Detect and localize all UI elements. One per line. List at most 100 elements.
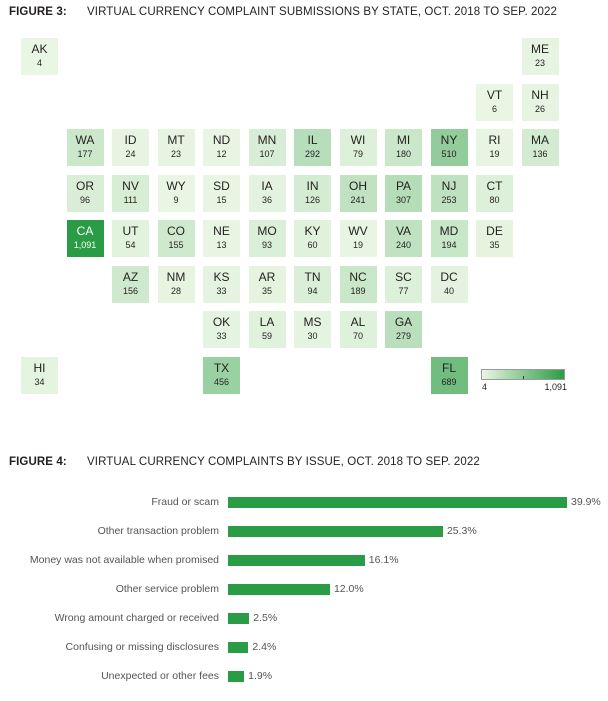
- state-abbr: TX: [213, 360, 230, 375]
- state-abbr: IA: [261, 178, 273, 193]
- state-abbr: IL: [307, 133, 318, 147]
- state-value: 12: [216, 149, 227, 159]
- state-abbr: WI: [350, 133, 366, 147]
- bar-value-label: 39.9%: [571, 496, 601, 508]
- state-tile-wy: WY 9: [157, 174, 195, 212]
- state-abbr: NM: [166, 269, 186, 284]
- state-abbr: OK: [212, 315, 231, 329]
- bar-category-label: Unexpected or other fees: [101, 670, 219, 682]
- state-value: 194: [441, 240, 457, 250]
- state-tile-mi: MI 180: [385, 129, 422, 166]
- state-value: 70: [352, 331, 363, 341]
- state-value: 93: [261, 240, 272, 250]
- state-value: 35: [261, 285, 272, 296]
- state-value: 19: [489, 149, 500, 159]
- state-abbr: RI: [488, 133, 501, 147]
- figure-4-title: FIGURE 4: VIRTUAL CURRENCY COMPLAINTS BY …: [9, 456, 480, 468]
- state-abbr: AZ: [122, 269, 139, 284]
- bar: [228, 613, 250, 624]
- state-tile-dc: DC 40: [430, 265, 468, 303]
- state-value: 189: [350, 285, 366, 296]
- state-tile-ma: MA 136: [521, 129, 559, 166]
- state-abbr: MI: [396, 133, 411, 147]
- state-tile-tx: TX 456: [203, 356, 240, 394]
- state-tile-tn: TN 94: [294, 265, 331, 303]
- figure-4-number: FIGURE 4:: [9, 456, 67, 468]
- state-value: 96: [79, 194, 90, 205]
- state-tile-ak: AK 4: [21, 38, 58, 75]
- state-tile-mo: MO 93: [248, 220, 286, 257]
- bar-value-label: 25.3%: [446, 525, 477, 537]
- state-abbr: OH: [349, 178, 367, 193]
- bar-value-label: 12.0%: [333, 583, 364, 595]
- bar: [228, 555, 365, 566]
- state-abbr: DE: [486, 224, 503, 238]
- state-value: 279: [395, 331, 412, 341]
- state-abbr: IN: [306, 178, 319, 193]
- figure-4-heading: VIRTUAL CURRENCY COMPLAINTS BY ISSUE, OC…: [87, 456, 480, 468]
- state-abbr: FL: [441, 360, 456, 375]
- state-abbr: VA: [395, 224, 412, 238]
- color-legend: 4 1,091: [481, 369, 567, 399]
- bar-value-label: 2.5%: [253, 612, 278, 624]
- state-abbr: PA: [395, 178, 412, 193]
- state-tile-nh: NH 26: [521, 83, 559, 121]
- state-value: 26: [534, 103, 545, 114]
- state-tile-fl: FL 689: [430, 356, 468, 394]
- state-tile-ok: OK 33: [203, 311, 240, 348]
- state-value: 33: [216, 331, 227, 341]
- state-tile-md: MD 194: [430, 220, 468, 257]
- state-tile-in: IN 126: [294, 174, 331, 212]
- state-tile-nm: NM 28: [157, 265, 195, 303]
- state-value: 34: [34, 376, 45, 387]
- state-tile-ar: AR 35: [248, 265, 286, 303]
- state-tile-wi: WI 79: [339, 129, 377, 166]
- state-abbr: NH: [531, 87, 549, 102]
- state-tile-ms: MS 30: [294, 311, 331, 348]
- state-abbr: KS: [213, 269, 230, 284]
- state-tile-id: ID 24: [112, 129, 149, 166]
- state-abbr: NC: [349, 269, 367, 284]
- state-value: 36: [261, 194, 272, 205]
- state-abbr: GA: [394, 315, 413, 329]
- state-value: 456: [213, 376, 230, 387]
- state-tile-nd: ND 12: [203, 129, 240, 166]
- state-tile-mn: MN 107: [248, 129, 286, 166]
- state-abbr: AK: [31, 42, 48, 56]
- state-abbr: ME: [531, 42, 549, 56]
- state-value: 156: [122, 285, 139, 296]
- state-value: 28: [170, 285, 181, 296]
- state-abbr: KY: [304, 224, 321, 238]
- state-value: 241: [350, 194, 366, 205]
- state-abbr: TN: [304, 269, 321, 284]
- state-tile-nj: NJ 253: [430, 174, 468, 212]
- state-tile-ga: GA 279: [385, 311, 422, 348]
- state-abbr: SD: [213, 178, 230, 193]
- bar-category-label: Fraud or scam: [151, 496, 219, 508]
- state-value: 54: [125, 240, 136, 250]
- state-abbr: DC: [440, 269, 458, 284]
- bar-category-label: Other service problem: [115, 583, 219, 595]
- state-tile-ny: NY 510: [430, 129, 468, 166]
- bar: [228, 642, 249, 653]
- state-abbr: HI: [33, 360, 46, 375]
- state-abbr: MN: [257, 133, 277, 147]
- bar-category-label: Other transaction problem: [97, 525, 219, 537]
- state-abbr: CO: [167, 224, 185, 238]
- state-tile-sc: SC 77: [385, 265, 422, 303]
- state-abbr: SC: [395, 269, 412, 284]
- legend-max-label: 1,091: [544, 382, 567, 392]
- state-value: 40: [443, 285, 454, 296]
- state-abbr: VT: [486, 87, 503, 102]
- state-tile-va: VA 240: [385, 220, 422, 257]
- state-value: 155: [168, 240, 184, 250]
- bar-category-label: Wrong amount charged or received: [54, 612, 219, 624]
- state-value: 13: [216, 240, 227, 250]
- state-value: 77: [398, 285, 409, 296]
- state-value: 59: [261, 331, 272, 341]
- bar-category-label: Money was not available when promised: [29, 554, 219, 566]
- state-abbr: MD: [439, 224, 459, 238]
- state-abbr: CT: [486, 178, 503, 193]
- state-tile-pa: PA 307: [385, 174, 422, 212]
- legend-tick: [523, 376, 524, 379]
